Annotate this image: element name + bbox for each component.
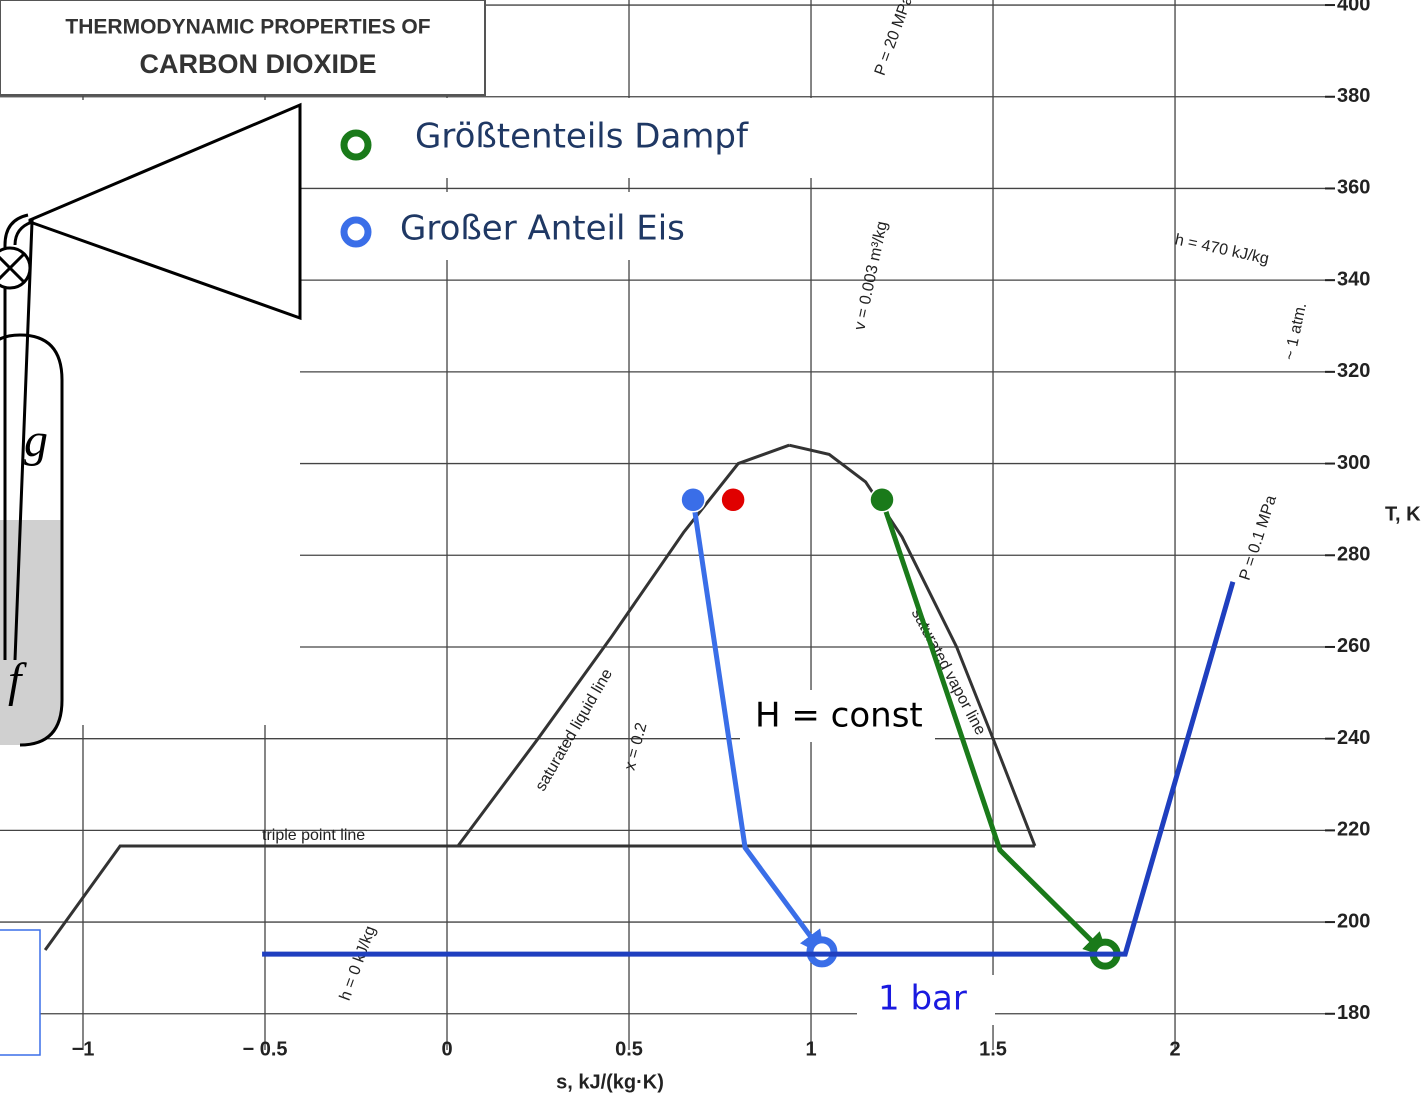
curve-label: triple point line [262, 827, 365, 844]
y-tick-label: 180 [1337, 1002, 1370, 1024]
y-tick-label: 360 [1337, 177, 1370, 199]
y-tick-label: 280 [1337, 544, 1370, 566]
legend-marker [344, 133, 368, 157]
curve-label: P = 20 MPa [872, 0, 917, 78]
y-tick-label: 220 [1337, 819, 1370, 841]
title-box [0, 0, 485, 95]
y-tick-label: 260 [1337, 635, 1370, 657]
x-tick-label: 2 [1169, 1038, 1180, 1060]
curve [45, 846, 1035, 950]
y-tick-label: 380 [1337, 85, 1370, 107]
y-axis-label: T, K [1385, 503, 1421, 525]
curve-label: h = 470 kJ/kg [1173, 231, 1270, 268]
start-point [870, 488, 894, 512]
curve [262, 582, 1233, 954]
curve-label: v = 0.003 m³/kg [851, 220, 891, 332]
point [721, 488, 745, 512]
x-tick-label: 1.5 [979, 1038, 1007, 1060]
series-label: 1 bar [878, 979, 967, 1019]
page: P = 20 MPa P = 0.1 MPa h = 470 kJ/kg v =… [0, 0, 1421, 1097]
chart-title: THERMODYNAMIC PROPERTIES OF [65, 16, 430, 39]
phase-label: g [24, 414, 48, 467]
annotation: H = const [755, 696, 923, 736]
y-tick-label: 240 [1337, 727, 1370, 749]
y-tick-label: 200 [1337, 910, 1370, 932]
valve [0, 248, 30, 288]
curve-label: x = 0.2 [622, 721, 651, 772]
curve-label: h = 0 kJ/kg [337, 924, 380, 1003]
x-tick-label: 0 [441, 1038, 452, 1060]
curve [789, 445, 1035, 846]
frame-box [0, 930, 40, 1055]
y-tick-label: 320 [1337, 360, 1370, 382]
x-tick-label: − 0.5 [242, 1038, 287, 1060]
chart-title: CARBON DIOXIDE [139, 49, 376, 79]
legend-label: Großer Anteil Eis [400, 209, 685, 249]
legend-marker [344, 220, 368, 244]
y-tick-label: 340 [1337, 268, 1370, 290]
x-axis-label: s, kJ/(kg·K) [556, 1071, 664, 1093]
y-tick-label: 400 [1337, 0, 1370, 15]
liquid [0, 520, 62, 745]
x-tick-label: 1 [805, 1038, 816, 1060]
start-point [681, 488, 705, 512]
x-tick-label: 0.5 [615, 1038, 643, 1060]
legend-label: Größtenteils Dampf [415, 117, 749, 157]
x-tick-label: −1 [72, 1038, 95, 1060]
chart: P = 20 MPa P = 0.1 MPa h = 470 kJ/kg v =… [0, 0, 1421, 1097]
y-tick-label: 300 [1337, 452, 1370, 474]
curve-label: ~ 1 atm. [1281, 301, 1310, 362]
curve-label: P = 0.1 MPa [1237, 493, 1280, 582]
